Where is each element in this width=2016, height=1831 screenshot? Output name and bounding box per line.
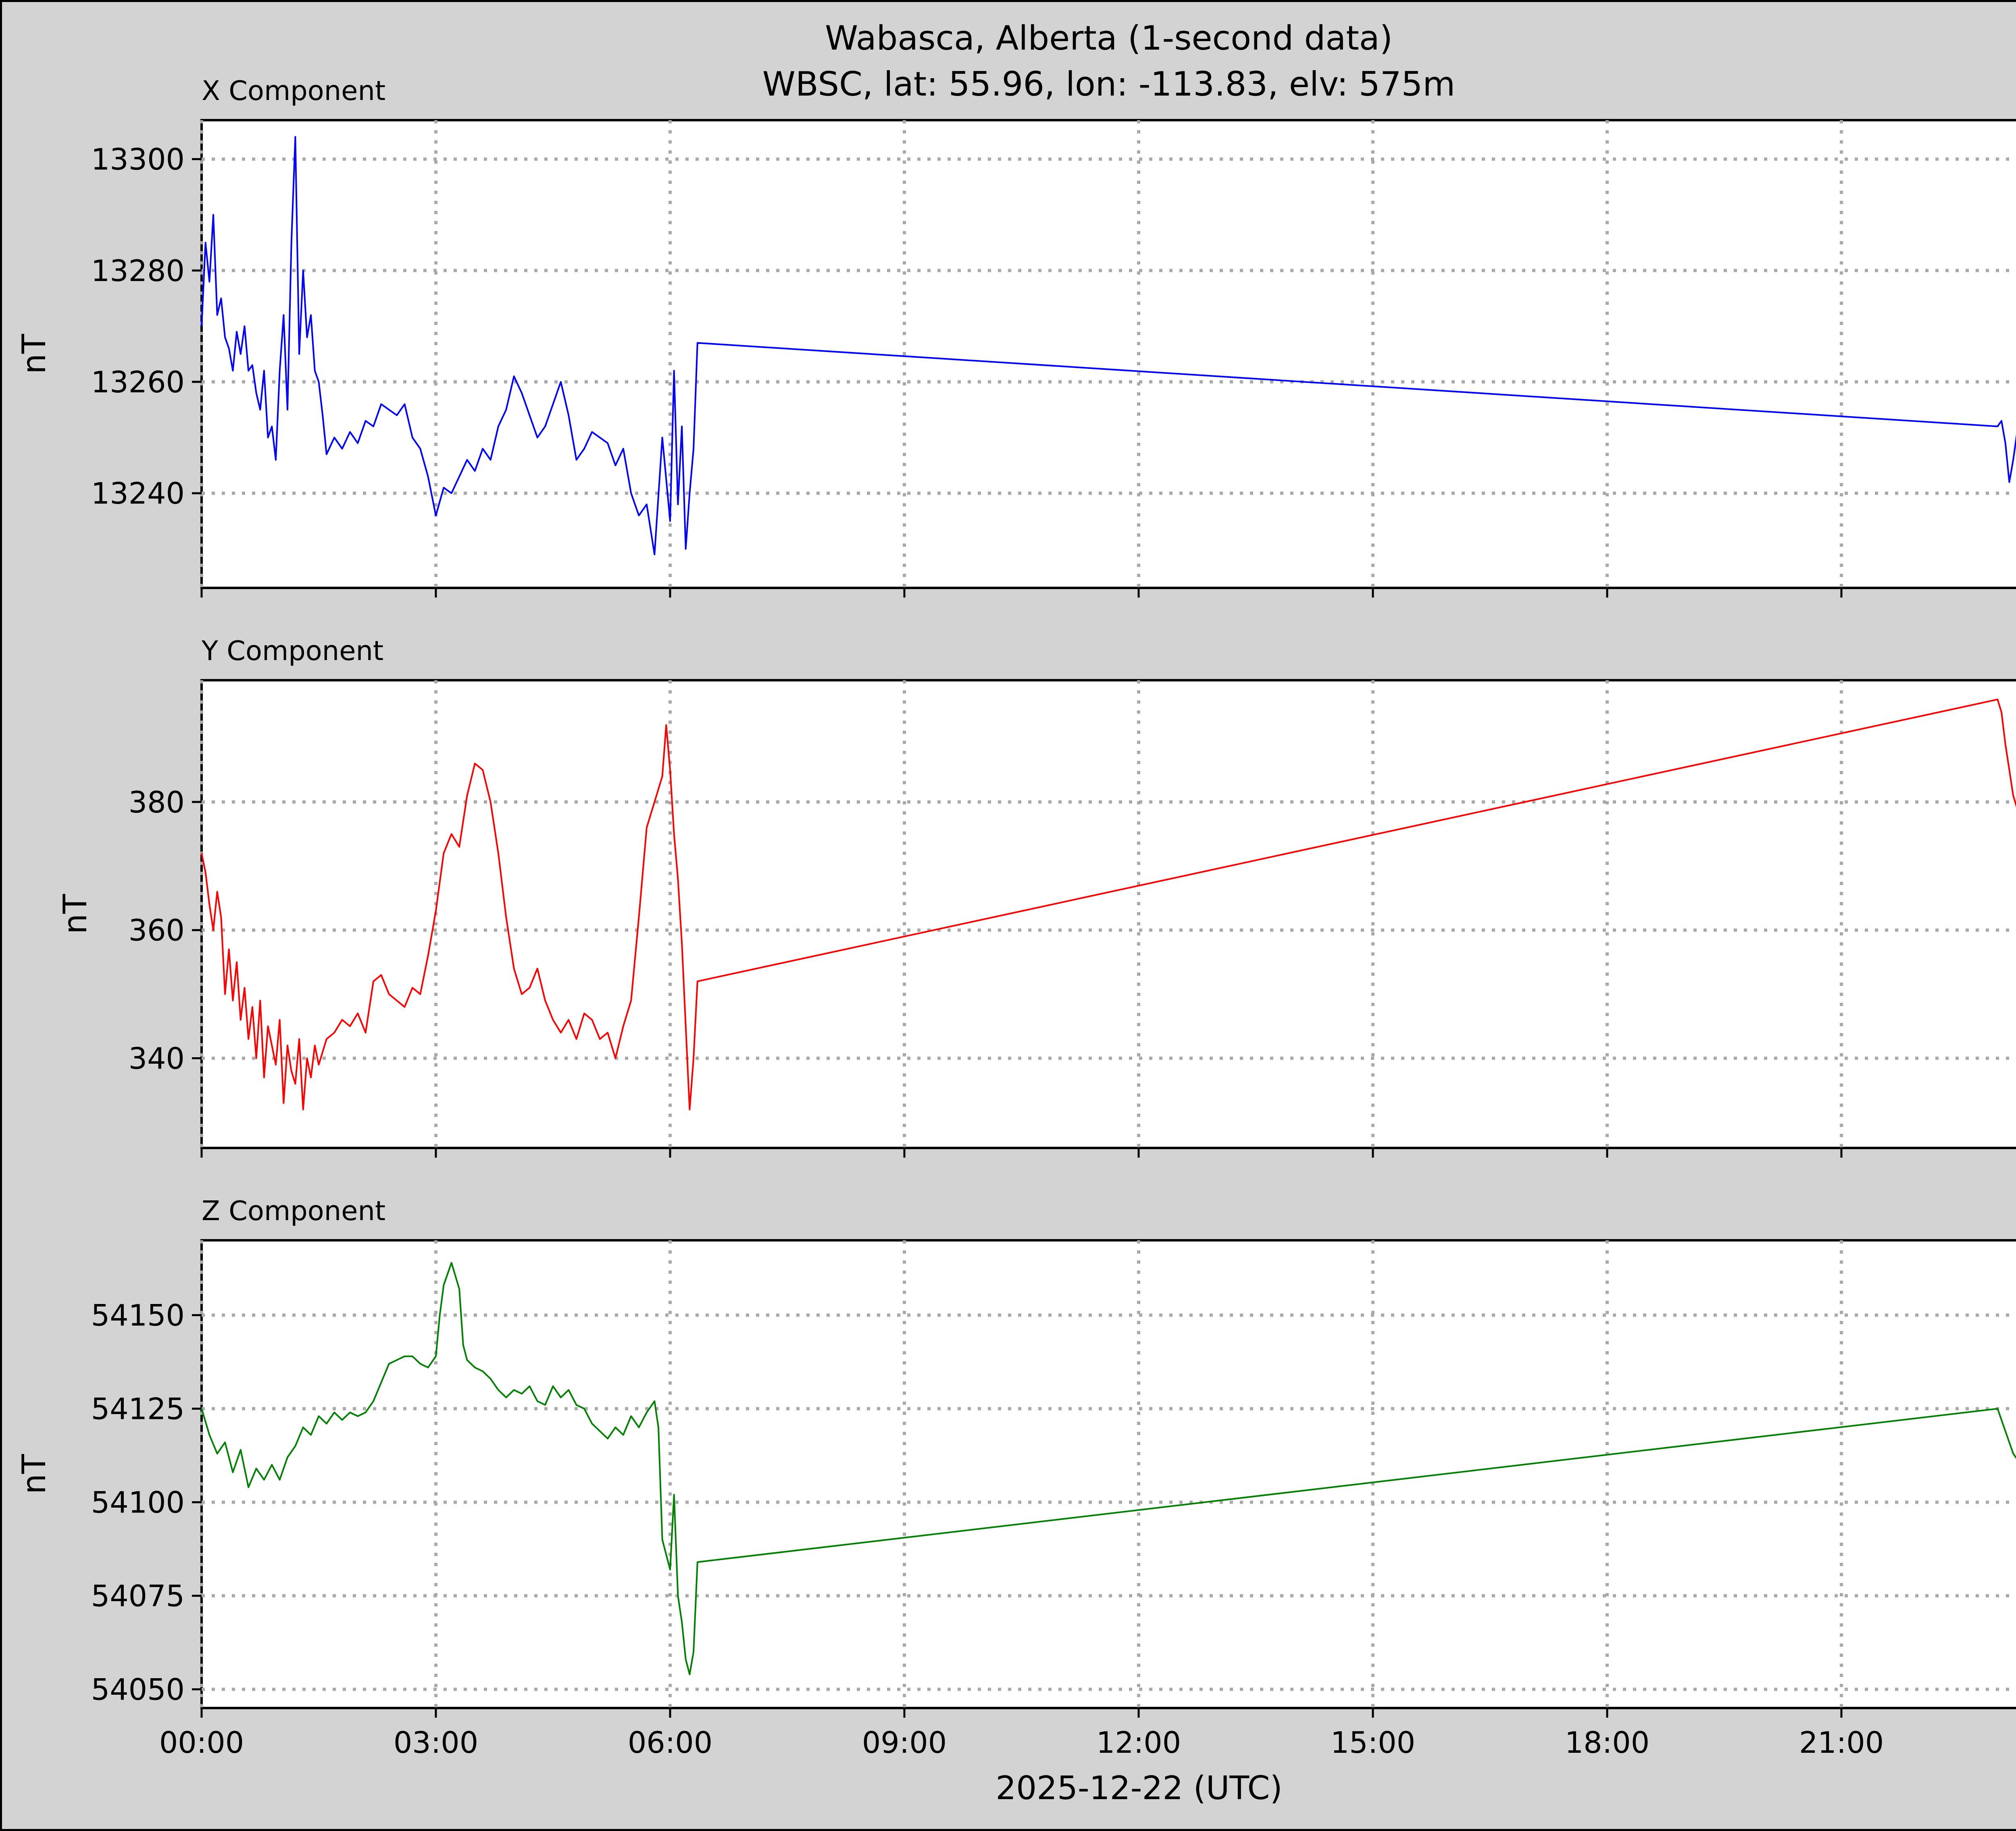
y-tick-label: 54100 <box>91 1486 185 1520</box>
x-tick-label: 09:00 <box>862 1726 947 1760</box>
plot-area <box>200 119 2016 589</box>
panel-title: Y Component <box>201 635 383 667</box>
x-tick-label: 18:00 <box>1565 1726 1649 1760</box>
x-tick-label: 00:00 <box>159 1726 244 1760</box>
y-tick-label: 380 <box>129 785 185 820</box>
y-component-panel: Y Component 340 360 380 nT <box>56 635 2016 1158</box>
y-tick-label: 13240 <box>91 477 185 511</box>
z-component-series-line <box>201 1262 2016 1675</box>
x-component-panel: X Component 13240 13260 13280 13300 nT <box>15 75 2016 598</box>
plot-area <box>200 679 2016 1149</box>
y-component-series-line <box>201 698 2016 1110</box>
x-axis-label: 2025-12-22 (UTC) <box>996 1769 1282 1807</box>
y-tick-label: 13300 <box>91 143 185 177</box>
y-axis-label: nT <box>15 1454 53 1494</box>
panel-title: X Component <box>202 75 385 106</box>
y-tick-label: 54150 <box>91 1299 185 1333</box>
y-axis-label: nT <box>56 894 94 934</box>
figure-title-line-1: Wabasca, Alberta (1-second data) <box>825 19 1393 58</box>
z-component-panel: Z Component 00:00 03:00 06:00 09:00 12:00 15:0… <box>15 1195 2016 1760</box>
y-tick-label: 360 <box>129 914 185 948</box>
x-tick-label: 21:00 <box>1799 1726 1884 1760</box>
y-tick-label: 54075 <box>91 1579 185 1614</box>
y-tick-label: 54050 <box>91 1673 185 1707</box>
x-tick-label: 15:00 <box>1331 1726 1415 1760</box>
y-tick-label: 13260 <box>91 365 185 400</box>
y-axis-label: nT <box>15 333 53 374</box>
x-component-series-line <box>201 136 2016 556</box>
x-tick-label: 12:00 <box>1096 1726 1181 1760</box>
y-tick-label: 54125 <box>91 1392 185 1427</box>
x-tick-label: 03:00 <box>394 1726 478 1760</box>
y-tick-label: 13280 <box>91 254 185 288</box>
y-tick-label: 340 <box>129 1042 185 1076</box>
figure-title-line-2: WBSC, lat: 55.96, lon: -113.83, elv: 575… <box>762 65 1455 104</box>
x-tick-label: 06:00 <box>628 1726 712 1760</box>
panel-title: Z Component <box>202 1195 385 1227</box>
plot-area <box>200 1239 2016 1709</box>
